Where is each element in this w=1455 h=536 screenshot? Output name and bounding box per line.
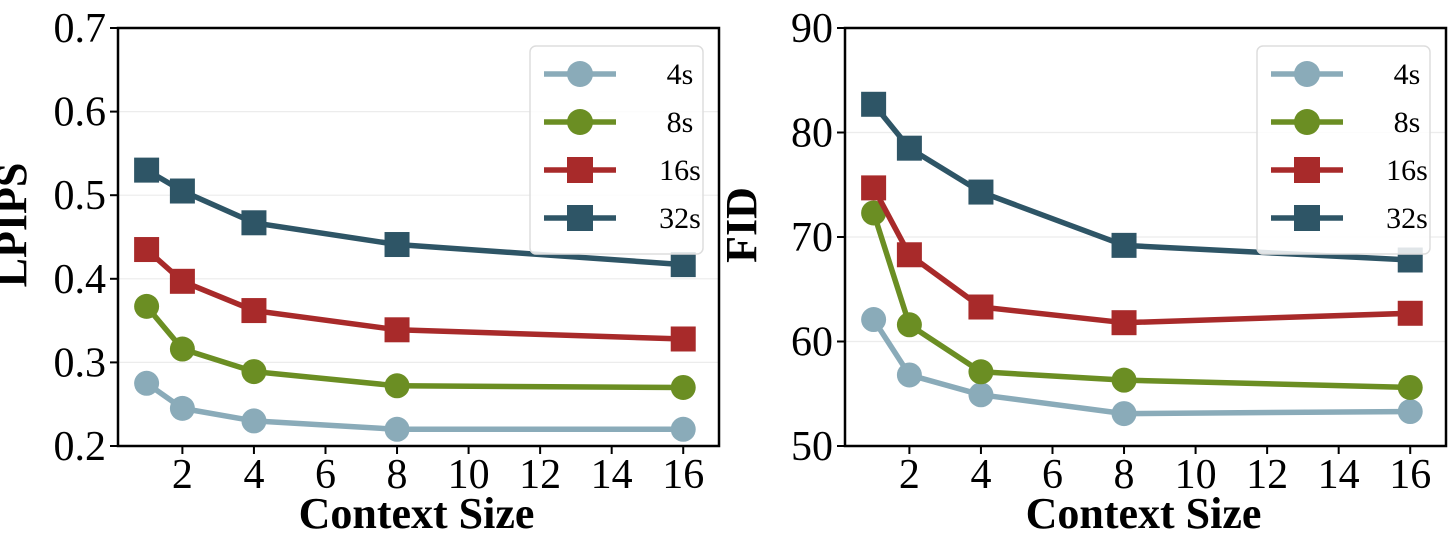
y-tick-label: 60 (791, 320, 833, 366)
x-tick-label: 6 (1042, 452, 1063, 498)
series-4s-point (968, 382, 994, 408)
series-32s-point (896, 135, 922, 161)
series-16s-line (144, 247, 684, 342)
series-4s-line (145, 381, 684, 433)
x-tick-label: 10 (1175, 452, 1217, 498)
x-tick-label: 8 (387, 452, 408, 498)
series-16s-point (384, 317, 410, 343)
x-tick-label: 2 (899, 452, 920, 498)
legend-marker-8s (567, 109, 593, 135)
series-8s-point (896, 312, 922, 338)
x-tick-label: 14 (1318, 452, 1360, 498)
series-32s-point (169, 178, 195, 204)
series-4s-point (134, 370, 160, 396)
legend-label-32s: 32s (1386, 202, 1428, 235)
x-tick-label: 16 (662, 452, 704, 498)
x-tick-label: 12 (519, 452, 561, 498)
series-32s-point (670, 252, 696, 278)
series-8s-point (968, 359, 994, 385)
series-4s-line (871, 318, 1411, 417)
series-8s-point (169, 336, 195, 362)
y-tick-label: 0.7 (54, 6, 107, 52)
series-8s-point (670, 374, 696, 400)
series-16s-point (1397, 300, 1423, 326)
series-16s-point (134, 237, 160, 263)
series-32s-point (241, 210, 267, 236)
legend-marker-32s (1294, 205, 1320, 231)
lpips-chart: 0.2 0.3 0.4 0.5 0.6 0.7 2 4 6 8 10 12 14 16 Context Si… (0, 6, 721, 536)
y-axis-title: FID (717, 187, 766, 263)
series-32s-point (134, 157, 160, 183)
legend-marker-16s (567, 157, 593, 183)
legend-box (1256, 45, 1431, 255)
series-4s-point (1397, 399, 1423, 425)
y-tick-label: 0.4 (54, 257, 107, 303)
series-32s-point (968, 179, 994, 205)
series-16s-point (968, 294, 994, 320)
x-tick-label: 10 (448, 452, 490, 498)
y-tick-label: 0.5 (54, 173, 107, 219)
y-tick-label: 80 (791, 111, 833, 157)
legend-marker-4s (567, 61, 593, 87)
x-tick-label: 8 (1114, 452, 1135, 498)
series-8s-point (134, 293, 160, 319)
x-axis-title: Context Size (299, 489, 535, 536)
x-tick-label: 4 (243, 452, 264, 498)
plot-frame (116, 26, 721, 448)
series-4s-point (384, 416, 410, 442)
series-32s-point (1111, 232, 1137, 258)
y-axis-title: LPIPS (0, 163, 36, 288)
series-8s-point (1397, 374, 1423, 400)
series-4s-point (861, 307, 887, 333)
series-32s-point (861, 91, 887, 117)
series-16s-point (861, 175, 887, 201)
series-4s-point (241, 408, 267, 434)
y-tick-label: 70 (791, 215, 833, 261)
series-16s-point (670, 326, 696, 352)
y-tick-label: 50 (791, 424, 833, 470)
legend-label-8s: 8s (1394, 106, 1421, 139)
y-tick-label: 0.2 (54, 424, 107, 470)
legend-box (529, 45, 704, 255)
legend-marker-32s (567, 205, 593, 231)
legend-label-4s: 4s (667, 58, 694, 91)
series-16s-point (169, 268, 195, 294)
series-8s-point (384, 373, 410, 399)
x-tick-label: 4 (970, 452, 991, 498)
series-8s-point (241, 359, 267, 385)
series-8s-line (144, 304, 684, 391)
series-4s-point (1111, 401, 1137, 427)
series-8s-point (861, 200, 887, 226)
series-4s-point (670, 416, 696, 442)
legend-label-16s: 16s (659, 154, 701, 187)
x-tick-label: 6 (315, 452, 336, 498)
series-32s-point (384, 232, 410, 258)
series-16s-point (241, 298, 267, 324)
series-4s-point (896, 362, 922, 388)
legend-label-4s: 4s (1394, 58, 1421, 91)
x-axis-title: Context Size (1026, 489, 1262, 536)
x-tick-label: 14 (591, 452, 633, 498)
series-4s-point (169, 395, 195, 421)
series-16s-point (896, 242, 922, 268)
legend-marker-4s (1294, 61, 1320, 87)
fid-chart: 50 60 70 80 90 2 4 6 8 10 12 14 16 Context Size FID 4s 8… (717, 6, 1448, 536)
legend-label-16s: 16s (1386, 154, 1428, 187)
x-tick-label: 12 (1246, 452, 1288, 498)
y-tick-label: 0.6 (54, 90, 107, 136)
y-tick-label: 90 (791, 6, 833, 52)
legend-marker-16s (1294, 157, 1320, 183)
series-16s-point (1111, 310, 1137, 336)
legend-label-8s: 8s (667, 106, 694, 139)
x-tick-label: 2 (172, 452, 193, 498)
y-tick-label: 0.3 (54, 340, 107, 386)
series-8s-point (1111, 367, 1137, 393)
legend-label-32s: 32s (659, 202, 701, 235)
x-tick-label: 16 (1389, 452, 1431, 498)
legend-marker-8s (1294, 109, 1320, 135)
